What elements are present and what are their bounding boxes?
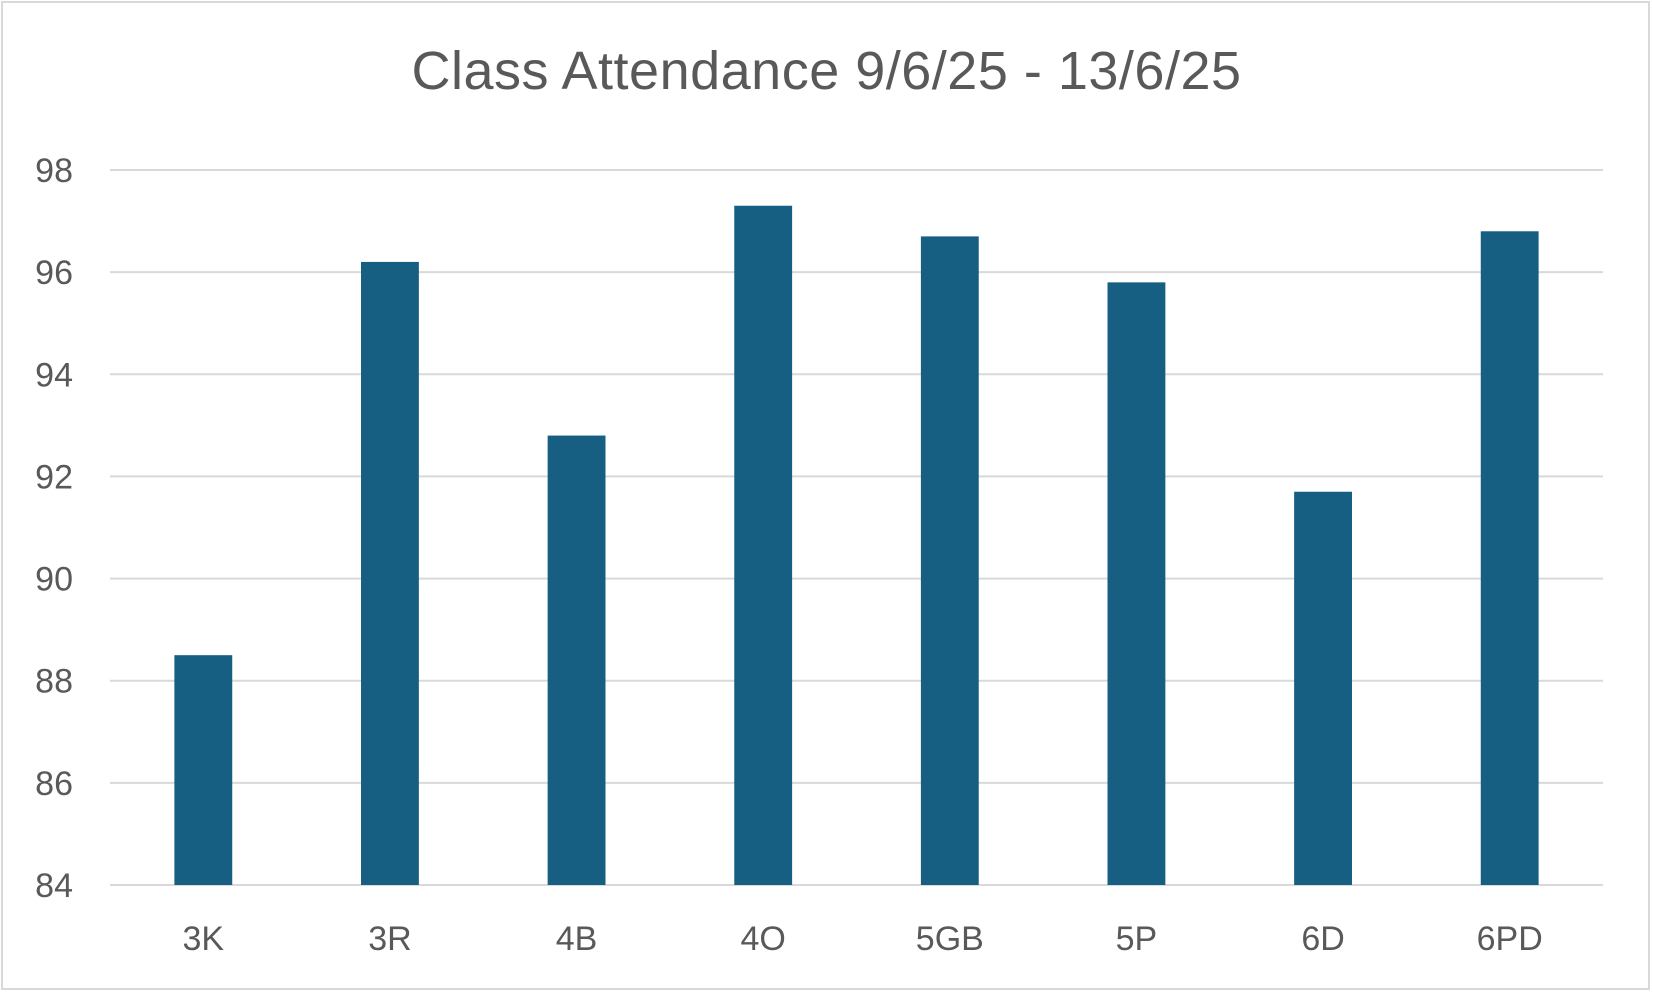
bar-5gb xyxy=(920,236,979,886)
y-tick-label: 88 xyxy=(35,663,73,701)
bar-6pd xyxy=(1480,231,1539,886)
bars xyxy=(174,205,1539,886)
y-tick-label: 94 xyxy=(35,356,73,394)
bar-4o xyxy=(734,205,793,885)
y-tick-label: 84 xyxy=(35,867,73,905)
x-tick-label: 5P xyxy=(1116,920,1158,958)
x-tick-label: 3K xyxy=(183,920,225,958)
x-tick-label: 5GB xyxy=(916,920,984,958)
bar-3k xyxy=(174,655,233,885)
y-tick-label: 98 xyxy=(35,152,73,190)
x-axis-labels: 3K 3R 4B 4O 5GB 5P 6D 6PD xyxy=(183,920,1543,958)
gridlines xyxy=(110,169,1603,886)
y-axis-labels: 84 86 88 90 92 94 96 98 xyxy=(35,152,73,905)
x-tick-label: 6PD xyxy=(1477,920,1543,958)
x-tick-label: 4B xyxy=(556,920,598,958)
x-tick-label: 3R xyxy=(368,920,411,958)
bar-5p xyxy=(1107,282,1166,885)
y-tick-label: 86 xyxy=(35,765,73,803)
bar-6d xyxy=(1294,491,1352,885)
y-tick-label: 96 xyxy=(35,254,73,292)
chart-title: Class Attendance 9/6/25 - 13/6/25 xyxy=(411,41,1242,101)
y-tick-label: 90 xyxy=(35,561,73,599)
y-tick-label: 92 xyxy=(35,458,73,496)
bar-3r xyxy=(361,261,419,885)
x-tick-label: 6D xyxy=(1301,920,1344,958)
bar-4b xyxy=(547,435,606,885)
x-tick-label: 4O xyxy=(741,920,786,958)
